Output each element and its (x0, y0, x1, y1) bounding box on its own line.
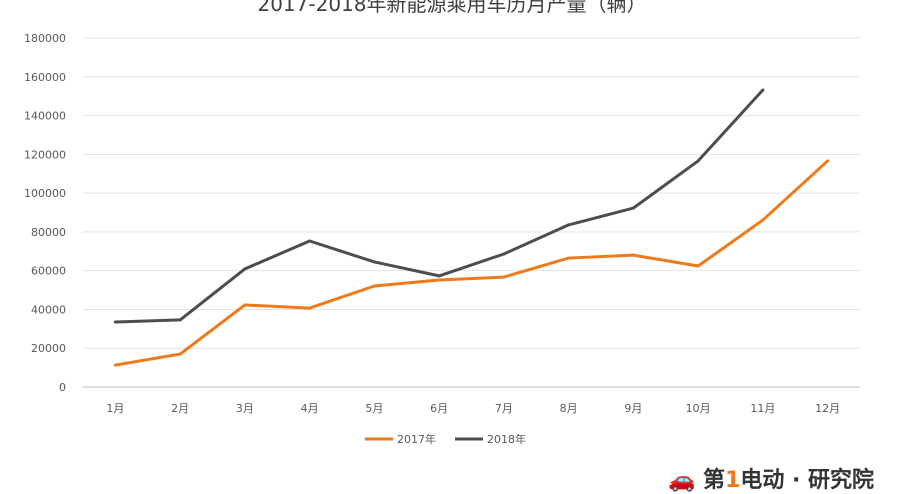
data-point (631, 253, 635, 257)
data-point (372, 260, 376, 264)
data-point (502, 252, 506, 256)
data-point (243, 267, 247, 271)
watermark-logo: 🚗 第1电动 · 研究院 (667, 468, 874, 493)
y-tick-label: 40000 (31, 303, 66, 316)
x-tick-label: 4月 (301, 402, 319, 415)
data-point (178, 352, 182, 356)
y-tick-label: 0 (59, 381, 66, 394)
data-point (437, 274, 441, 278)
x-tick-label: 12月 (815, 402, 840, 415)
x-tick-label: 11月 (750, 402, 775, 415)
chart-title: 2017-2018年新能源乘用车历月产量（辆） (257, 0, 647, 16)
y-tick-label: 60000 (31, 265, 66, 278)
series-line-2017年 (115, 159, 829, 367)
series-line-2018年 (115, 88, 764, 324)
y-tick-label: 120000 (24, 148, 66, 161)
data-point (113, 363, 117, 367)
data-point (372, 284, 376, 288)
x-tick-label: 5月 (365, 402, 383, 415)
data-point (826, 159, 830, 163)
data-point (761, 218, 765, 222)
data-point (696, 264, 700, 268)
data-point (761, 88, 765, 92)
x-tick-label: 3月 (236, 402, 254, 415)
x-tick-label: 6月 (430, 402, 448, 415)
legend-label: 2017年 (397, 432, 436, 446)
y-tick-label: 140000 (24, 110, 66, 123)
x-tick-label: 10月 (686, 402, 711, 415)
y-tick-label: 160000 (24, 71, 66, 84)
legend-label: 2018年 (487, 432, 526, 446)
data-point (567, 256, 571, 260)
x-tick-label: 2月 (171, 402, 189, 415)
x-tick-label: 8月 (560, 402, 578, 415)
data-point (308, 306, 312, 310)
y-tick-label: 100000 (24, 187, 66, 200)
y-tick-label: 80000 (31, 226, 66, 239)
data-point (631, 206, 635, 210)
data-point (567, 223, 571, 227)
y-tick-label: 20000 (31, 342, 66, 355)
data-point (502, 275, 506, 279)
data-point (178, 318, 182, 322)
data-point (113, 320, 117, 324)
x-tick-label: 7月 (495, 402, 513, 415)
y-tick-label: 180000 (24, 32, 66, 45)
data-point (696, 159, 700, 163)
data-point (243, 303, 247, 307)
x-tick-label: 9月 (624, 402, 642, 415)
data-point (308, 239, 312, 243)
data-point (437, 278, 441, 282)
x-tick-label: 1月 (106, 402, 124, 415)
